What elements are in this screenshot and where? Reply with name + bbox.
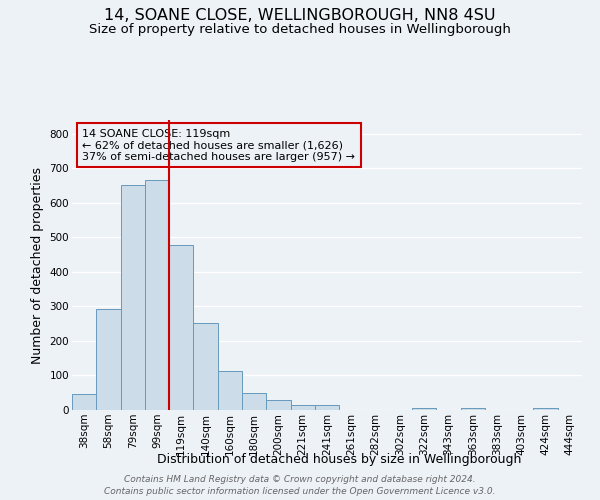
Bar [266,400,290,410]
Bar [412,408,436,410]
Text: Contains HM Land Registry data © Crown copyright and database right 2024.
Contai: Contains HM Land Registry data © Crown c… [104,474,496,496]
Bar [533,408,558,410]
Bar [72,394,96,410]
Text: Size of property relative to detached houses in Wellingborough: Size of property relative to detached ho… [89,22,511,36]
Bar [96,309,121,410]
Bar [193,323,218,410]
Text: Distribution of detached houses by size in Wellingborough: Distribution of detached houses by size … [157,452,521,466]
Bar [169,245,193,410]
Bar [145,180,169,410]
Bar [218,371,242,410]
Bar [290,405,315,410]
Text: 14 SOANE CLOSE: 119sqm
← 62% of detached houses are smaller (1,626)
37% of semi-: 14 SOANE CLOSE: 119sqm ← 62% of detached… [82,128,355,162]
Y-axis label: Number of detached properties: Number of detached properties [31,166,44,364]
Bar [242,394,266,410]
Bar [121,185,145,410]
Bar [315,405,339,410]
Text: 14, SOANE CLOSE, WELLINGBOROUGH, NN8 4SU: 14, SOANE CLOSE, WELLINGBOROUGH, NN8 4SU [104,8,496,22]
Bar [461,408,485,410]
